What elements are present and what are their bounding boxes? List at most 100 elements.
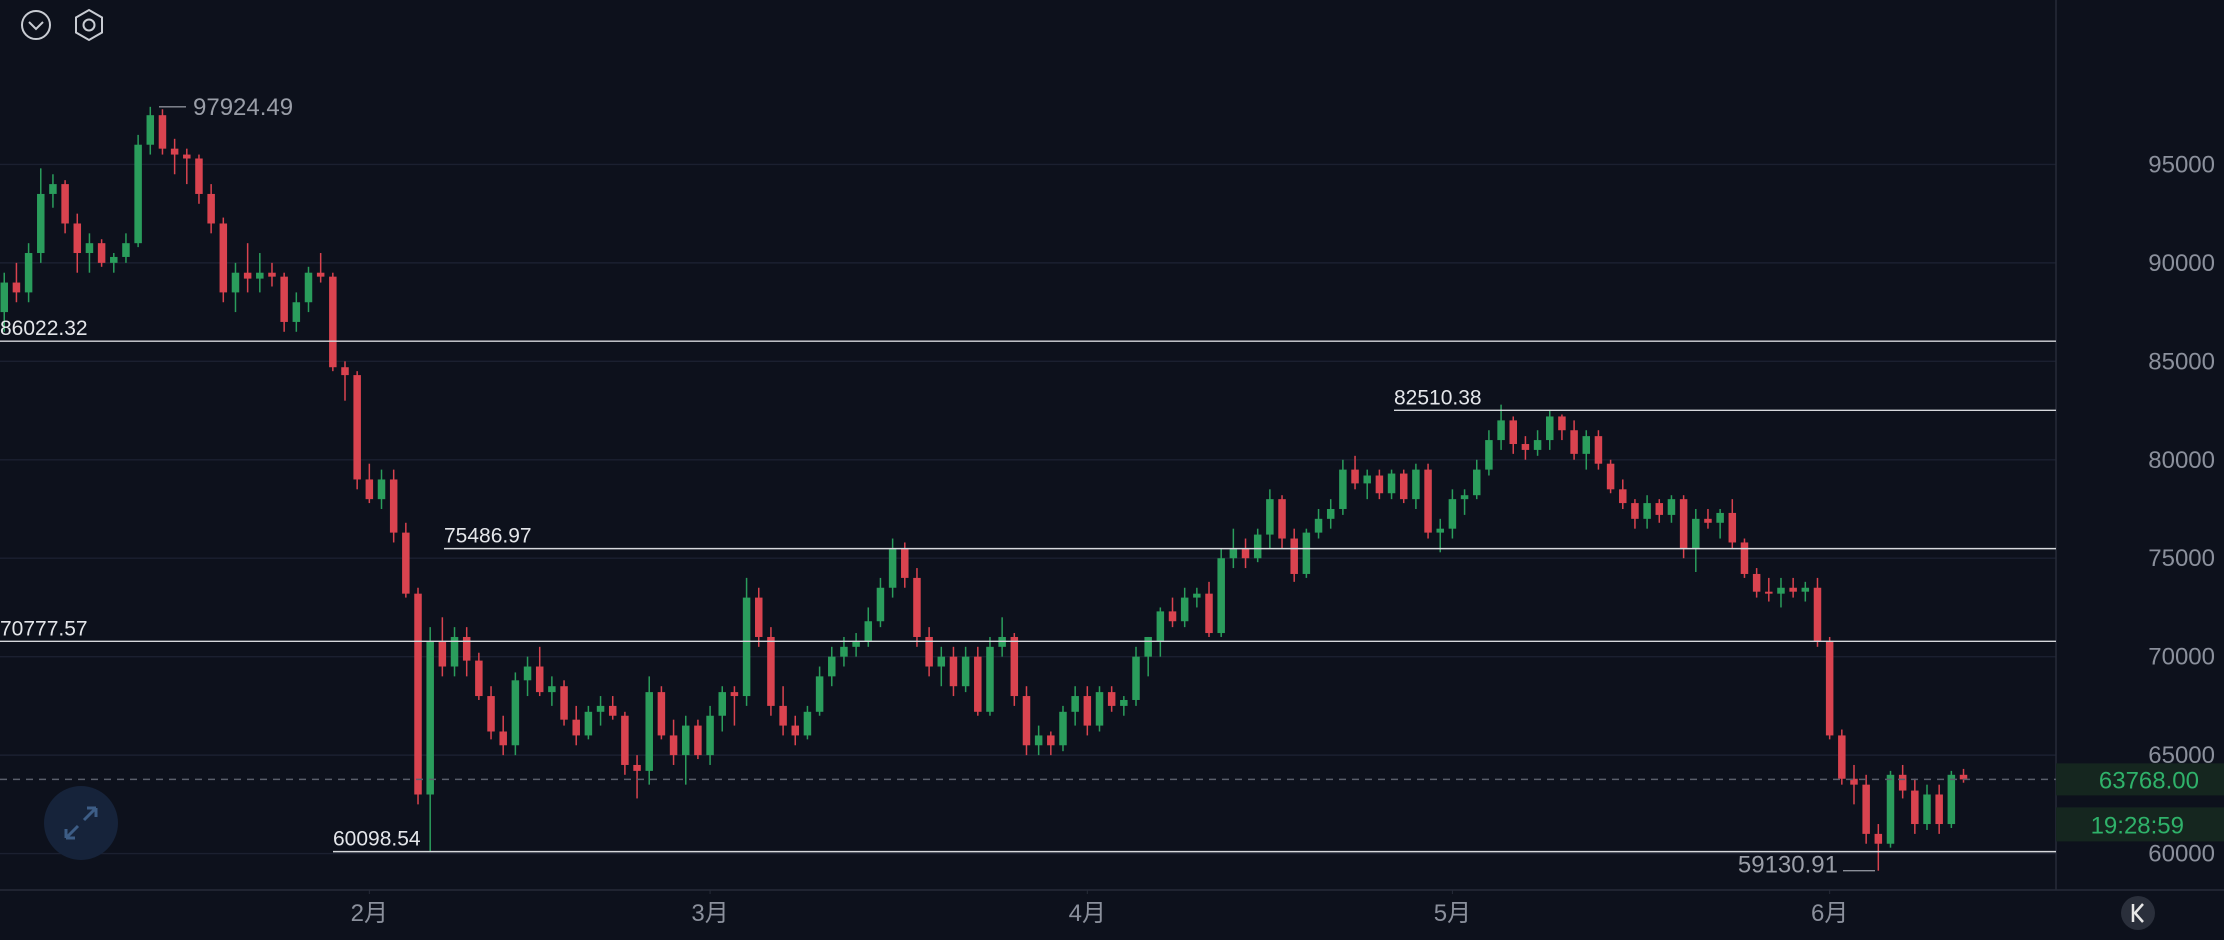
candle-body [1582, 436, 1591, 454]
candle-body [122, 243, 130, 257]
candle-body [1886, 774, 1895, 844]
candle-body [438, 640, 447, 667]
candle-body [1290, 538, 1298, 574]
candle-body [828, 656, 836, 677]
candle-body [1862, 784, 1870, 834]
candle-body [1692, 518, 1700, 549]
candle-body [1546, 416, 1554, 441]
candle-body [329, 276, 337, 368]
y-tick-label: 80000 [2148, 447, 2215, 474]
candle-body [1801, 587, 1810, 592]
overlays: 86022.32 82510.38 75486.97 70777.57 60098.54… [0, 94, 2224, 879]
candle-body [1083, 696, 1092, 726]
candle-body [280, 276, 288, 322]
grid [0, 163, 2056, 894]
candle-body [1193, 593, 1201, 598]
candle-body [645, 692, 653, 771]
candle-body [560, 686, 568, 720]
candle-body [961, 656, 970, 687]
candle-body [292, 302, 301, 322]
candle-body [669, 735, 678, 756]
candle-body [1095, 692, 1104, 726]
y-tick-label: 60000 [2148, 841, 2215, 868]
candle-body [1619, 489, 1627, 504]
candle-body [1752, 573, 1761, 592]
candle-body [1558, 416, 1566, 431]
candle-body [0, 282, 9, 313]
candle-body [779, 705, 787, 726]
expand-button[interactable] [44, 786, 118, 860]
candle-body [73, 223, 82, 254]
candle-body [12, 282, 21, 293]
countdown-box [2056, 807, 2224, 842]
candle-body [353, 375, 361, 480]
candle-body [1521, 444, 1530, 450]
candle-body [974, 656, 982, 712]
candle-body [1485, 440, 1493, 470]
candle-body [1959, 774, 1968, 780]
candle-body [1047, 735, 1055, 746]
candle-body [1448, 499, 1457, 529]
candle-body [864, 621, 873, 641]
candle-body [1387, 473, 1396, 494]
candle-body [389, 479, 398, 533]
candle-body [791, 725, 800, 736]
candle-body [1314, 518, 1323, 533]
candle-body [1716, 512, 1724, 523]
candle-body [1217, 558, 1225, 634]
candle-body [316, 272, 325, 277]
candle-body [341, 367, 349, 376]
candle-body [1266, 499, 1274, 535]
candle-body [840, 646, 848, 657]
candle-body [1789, 587, 1797, 592]
candle-body [110, 256, 118, 263]
candle-body [37, 193, 45, 254]
candle-body [681, 725, 690, 756]
candle-body [365, 479, 374, 500]
logo-badge[interactable] [2121, 896, 2155, 930]
candle-body [1935, 794, 1943, 825]
level-label: 70777.57 [0, 617, 88, 640]
candle-body [657, 692, 666, 736]
candle-body [1874, 833, 1883, 844]
candle-body [1704, 518, 1712, 523]
candle-body [1923, 794, 1931, 825]
candle-body [511, 680, 520, 746]
candle-body [1302, 532, 1311, 574]
candle-body [499, 731, 507, 746]
candle-body [1898, 774, 1907, 791]
candle-body [1059, 711, 1067, 746]
low-label: 59130.91 [1738, 852, 1838, 879]
y-tick-label: 75000 [2148, 545, 2215, 572]
candle-body [1838, 735, 1846, 779]
y-tick-label: 65000 [2148, 742, 2215, 769]
level-label: 75486.97 [444, 525, 532, 548]
candle-body [170, 148, 179, 155]
candle-body [815, 676, 824, 712]
candle-body [852, 640, 860, 647]
candle-body [1424, 469, 1432, 533]
candle-body [1606, 463, 1615, 490]
candle-body [1144, 636, 1152, 657]
candle-body [231, 272, 240, 293]
candle-body [949, 656, 958, 687]
x-tick-label: 5月 [1434, 900, 1471, 927]
candle-body [1326, 508, 1335, 519]
collapse-button[interactable] [21, 10, 51, 40]
candle-body [901, 548, 909, 578]
settings-button[interactable] [75, 8, 103, 42]
candle-body [1740, 542, 1749, 574]
candle-body [1728, 512, 1737, 543]
candle-body [195, 158, 203, 194]
candle-body [1156, 611, 1165, 641]
candle-body [1679, 499, 1688, 549]
last-price-box [2056, 763, 2224, 796]
candle-body [1777, 587, 1785, 594]
candle-body [85, 243, 94, 254]
candle-body [888, 548, 897, 588]
candle-body [183, 154, 191, 159]
candle-body [621, 715, 629, 765]
candle-body [1850, 778, 1858, 785]
candle-body [1765, 591, 1773, 594]
y-tick-label: 90000 [2148, 250, 2215, 277]
